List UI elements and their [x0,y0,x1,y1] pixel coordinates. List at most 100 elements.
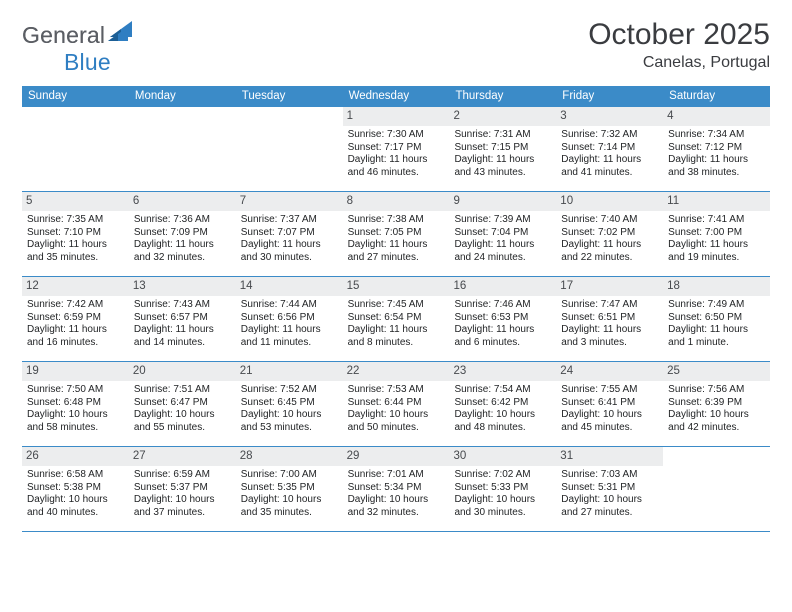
sunset-text: Sunset: 7:05 PM [348,227,445,240]
sunrise-text: Sunrise: 7:54 AM [454,384,551,397]
calendar-day-cell: 18Sunrise: 7:49 AMSunset: 6:50 PMDayligh… [663,277,770,361]
day-number: 16 [449,277,556,296]
sunset-text: Sunset: 5:34 PM [348,482,445,495]
daylight-text: Daylight: 11 hours and 14 minutes. [134,324,231,350]
daylight-text: Daylight: 11 hours and 11 minutes. [241,324,338,350]
calendar-day-cell: 17Sunrise: 7:47 AMSunset: 6:51 PMDayligh… [556,277,663,361]
sunrise-text: Sunrise: 7:47 AM [561,299,658,312]
sunset-text: Sunset: 6:44 PM [348,397,445,410]
sunset-text: Sunset: 7:00 PM [668,227,765,240]
sunset-text: Sunset: 6:48 PM [27,397,124,410]
calendar-day-cell [663,447,770,531]
sunset-text: Sunset: 6:39 PM [668,397,765,410]
day-number: 17 [556,277,663,296]
day-number: 25 [663,362,770,381]
daylight-text: Daylight: 11 hours and 35 minutes. [27,239,124,265]
weekday-header-cell: Sunday [22,86,129,107]
day-number: 4 [663,107,770,126]
sunrise-text: Sunrise: 7:55 AM [561,384,658,397]
daylight-text: Daylight: 11 hours and 32 minutes. [134,239,231,265]
calendar-week-row: 19Sunrise: 7:50 AMSunset: 6:48 PMDayligh… [22,362,770,447]
day-number: 3 [556,107,663,126]
calendar-day-cell: 15Sunrise: 7:45 AMSunset: 6:54 PMDayligh… [343,277,450,361]
weekday-header-cell: Wednesday [343,86,450,107]
calendar-day-cell: 2Sunrise: 7:31 AMSunset: 7:15 PMDaylight… [449,107,556,191]
sunset-text: Sunset: 6:56 PM [241,312,338,325]
header: General GeneralBlue October 2025 Canelas… [22,18,770,72]
calendar-day-cell: 26Sunrise: 6:58 AMSunset: 5:38 PMDayligh… [22,447,129,531]
sunset-text: Sunset: 6:53 PM [454,312,551,325]
sunset-text: Sunset: 5:35 PM [241,482,338,495]
calendar-day-cell: 6Sunrise: 7:36 AMSunset: 7:09 PMDaylight… [129,192,236,276]
sunrise-text: Sunrise: 6:59 AM [134,469,231,482]
calendar-day-cell: 22Sunrise: 7:53 AMSunset: 6:44 PMDayligh… [343,362,450,446]
calendar-day-cell: 3 Sunrise: 7:32 AMSunset: 7:14 PMDaylight… [556,107,663,191]
calendar-day-cell [22,107,129,191]
sunset-text: Sunset: 7:12 PM [668,142,765,155]
sunset-text: Sunset: 7:14 PM [561,142,658,155]
daylight-text: Daylight: 11 hours and 1 minute. [668,324,765,350]
daylight-text: Daylight: 11 hours and 46 minutes. [348,154,445,180]
day-number: 2 [449,107,556,126]
sunrise-text: Sunrise: 7:32 AM [561,129,658,142]
calendar-day-cell: 10Sunrise: 7:40 AMSunset: 7:02 PMDayligh… [556,192,663,276]
daylight-text: Daylight: 10 hours and 48 minutes. [454,409,551,435]
sunset-text: Sunset: 7:02 PM [561,227,658,240]
daylight-text: Daylight: 10 hours and 32 minutes. [348,494,445,520]
logo-word-general: General [22,22,105,48]
daylight-text: Daylight: 11 hours and 43 minutes. [454,154,551,180]
daylight-text: Daylight: 10 hours and 37 minutes. [134,494,231,520]
sunrise-text: Sunrise: 7:46 AM [454,299,551,312]
sunset-text: Sunset: 5:37 PM [134,482,231,495]
sunrise-text: Sunrise: 7:35 AM [27,214,124,227]
day-number: 12 [22,277,129,296]
daylight-text: Daylight: 11 hours and 41 minutes. [561,154,658,180]
calendar-day-cell: 14Sunrise: 7:44 AMSunset: 6:56 PMDayligh… [236,277,343,361]
sunrise-text: Sunrise: 6:58 AM [27,469,124,482]
calendar-day-cell [129,107,236,191]
daylight-text: Daylight: 11 hours and 16 minutes. [27,324,124,350]
daylight-text: Daylight: 10 hours and 55 minutes. [134,409,231,435]
sunset-text: Sunset: 7:17 PM [348,142,445,155]
location: Canelas, Portugal [588,54,770,72]
day-number: 24 [556,362,663,381]
sunrise-text: Sunrise: 7:30 AM [348,129,445,142]
sunset-text: Sunset: 6:47 PM [134,397,231,410]
day-number: 6 [129,192,236,211]
calendar-day-cell: 9Sunrise: 7:39 AMSunset: 7:04 PMDaylight… [449,192,556,276]
daylight-text: Daylight: 10 hours and 53 minutes. [241,409,338,435]
calendar-day-cell: 1Sunrise: 7:30 AMSunset: 7:17 PMDaylight… [343,107,450,191]
sunset-text: Sunset: 7:10 PM [27,227,124,240]
calendar-day-cell: 25Sunrise: 7:56 AMSunset: 6:39 PMDayligh… [663,362,770,446]
sunset-text: Sunset: 5:33 PM [454,482,551,495]
sunset-text: Sunset: 7:07 PM [241,227,338,240]
day-number: 21 [236,362,343,381]
sunrise-text: Sunrise: 7:51 AM [134,384,231,397]
sunset-text: Sunset: 7:09 PM [134,227,231,240]
daylight-text: Daylight: 10 hours and 45 minutes. [561,409,658,435]
calendar-day-cell: 4Sunrise: 7:34 AMSunset: 7:12 PMDaylight… [663,107,770,191]
calendar-weeks: 1Sunrise: 7:30 AMSunset: 7:17 PMDaylight… [22,107,770,532]
sunrise-text: Sunrise: 7:42 AM [27,299,124,312]
sunrise-text: Sunrise: 7:45 AM [348,299,445,312]
sunset-text: Sunset: 6:42 PM [454,397,551,410]
daylight-text: Daylight: 10 hours and 58 minutes. [27,409,124,435]
sunrise-text: Sunrise: 7:03 AM [561,469,658,482]
daylight-text: Daylight: 11 hours and 24 minutes. [454,239,551,265]
sunrise-text: Sunrise: 7:44 AM [241,299,338,312]
sunrise-text: Sunrise: 7:38 AM [348,214,445,227]
sunset-text: Sunset: 6:50 PM [668,312,765,325]
weekday-header-cell: Tuesday [236,86,343,107]
daylight-text: Daylight: 10 hours and 27 minutes. [561,494,658,520]
day-number: 11 [663,192,770,211]
calendar-day-cell: 16 Sunrise: 7:46 AMSunset: 6:53 PMDayligh… [449,277,556,361]
logo-word-blue: Blue [64,49,111,75]
weekday-header-cell: Monday [129,86,236,107]
title-block: October 2025 Canelas, Portugal [588,18,770,72]
daylight-text: Daylight: 11 hours and 3 minutes. [561,324,658,350]
daylight-text: Daylight: 11 hours and 6 minutes. [454,324,551,350]
sunset-text: Sunset: 6:54 PM [348,312,445,325]
calendar-day-cell: 30Sunrise: 7:02 AMSunset: 5:33 PMDayligh… [449,447,556,531]
calendar-day-cell: 23Sunrise: 7:54 AMSunset: 6:42 PMDayligh… [449,362,556,446]
calendar-day-cell: 28Sunrise: 7:00 AMSunset: 5:35 PMDayligh… [236,447,343,531]
